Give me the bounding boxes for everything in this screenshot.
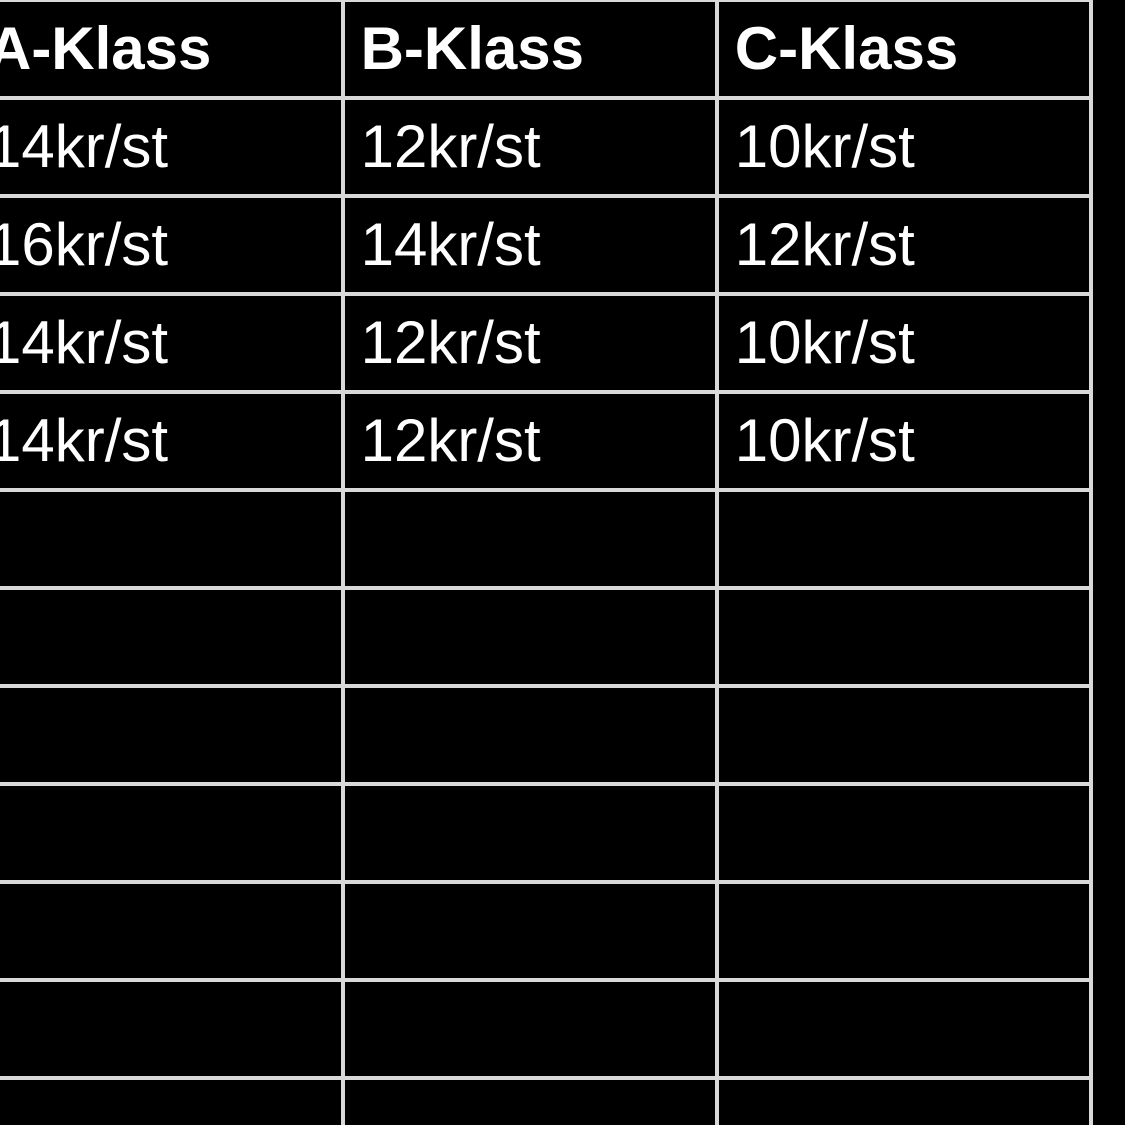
header-c-klass: C-Klass bbox=[714, 0, 1094, 100]
header-row: A-Klass B-Klass C-Klass bbox=[0, 0, 1094, 100]
table-cell bbox=[340, 684, 719, 786]
table-row bbox=[0, 978, 1094, 1080]
table-row bbox=[0, 880, 1094, 982]
table-cell bbox=[0, 782, 345, 884]
table-cell: 10kr/st bbox=[714, 96, 1094, 198]
table-cell bbox=[0, 488, 345, 590]
table-cell bbox=[340, 1076, 719, 1125]
table-cell bbox=[714, 1076, 1094, 1125]
table-cell bbox=[714, 488, 1094, 590]
header-b-klass: B-Klass bbox=[340, 0, 719, 100]
table-cell: 12kr/st bbox=[714, 194, 1094, 296]
table-cell: 14kr/st bbox=[0, 390, 345, 492]
table-cell bbox=[714, 978, 1094, 1080]
table-row bbox=[0, 586, 1094, 688]
table-cell bbox=[340, 782, 719, 884]
table-cell bbox=[0, 586, 345, 688]
table-cell: 14kr/st bbox=[0, 96, 345, 198]
header-a-klass: A-Klass bbox=[0, 0, 345, 100]
table-cell: 10kr/st bbox=[714, 390, 1094, 492]
table-cell bbox=[0, 978, 345, 1080]
table-row: 16kr/st 14kr/st 12kr/st bbox=[0, 194, 1094, 296]
table-cell: 12kr/st bbox=[340, 96, 719, 198]
table-cell: 10kr/st bbox=[714, 292, 1094, 394]
table-cell: 12kr/st bbox=[340, 390, 719, 492]
table-row bbox=[0, 782, 1094, 884]
table-cell: 14kr/st bbox=[0, 292, 345, 394]
table-cell: 12kr/st bbox=[340, 292, 719, 394]
table-row bbox=[0, 684, 1094, 786]
table-cell bbox=[340, 978, 719, 1080]
table-row: 14kr/st 12kr/st 10kr/st bbox=[0, 96, 1094, 198]
table-cell bbox=[340, 880, 719, 982]
table-cell bbox=[714, 782, 1094, 884]
table-row bbox=[0, 1076, 1094, 1125]
table-cell bbox=[714, 586, 1094, 688]
table-cell bbox=[340, 586, 719, 688]
table-cell: 14kr/st bbox=[340, 194, 719, 296]
table-cell bbox=[714, 880, 1094, 982]
table-cell: 16kr/st bbox=[0, 194, 345, 296]
table-cell bbox=[714, 684, 1094, 786]
table-cell bbox=[0, 880, 345, 982]
table-row: 14kr/st 12kr/st 10kr/st bbox=[0, 292, 1094, 394]
table-cell bbox=[0, 1076, 345, 1125]
table-row: 14kr/st 12kr/st 10kr/st bbox=[0, 390, 1094, 492]
table-cell bbox=[340, 488, 719, 590]
table-cell bbox=[0, 684, 345, 786]
price-table: A-Klass B-Klass C-Klass 14kr/st 12kr/st 10… bbox=[0, 0, 1094, 1125]
table-row bbox=[0, 488, 1094, 590]
